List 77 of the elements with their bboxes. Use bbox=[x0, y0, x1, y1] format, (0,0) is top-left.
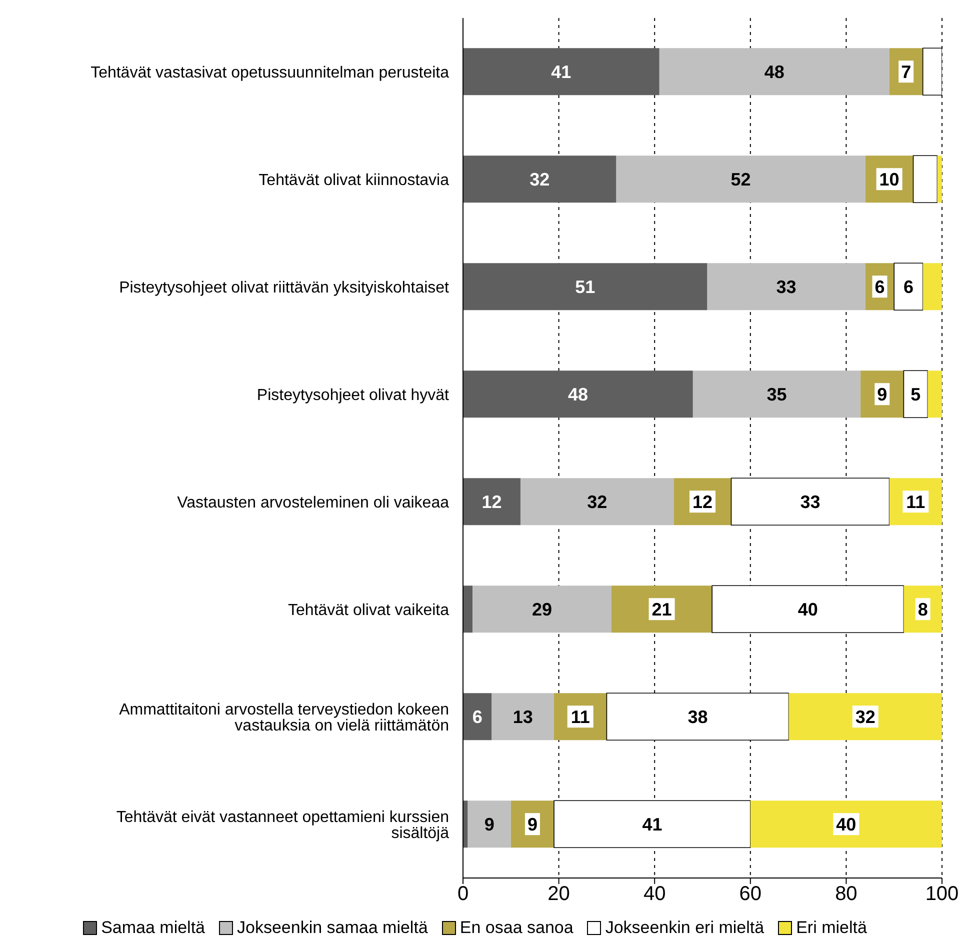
bar bbox=[928, 370, 942, 418]
y-tick-label: Tehtävät vastasivat opetussuunnitelman perusteita bbox=[90, 64, 450, 82]
y-tick-label: Pisteytysohjeet olivat riittävän yksityiskohtaiset bbox=[119, 279, 450, 296]
data-label: 7 bbox=[901, 62, 912, 82]
data-label: 40 bbox=[798, 599, 818, 620]
bar bbox=[520, 478, 674, 526]
bar bbox=[463, 156, 616, 203]
data-label: 48 bbox=[568, 384, 588, 404]
data-label: 6 bbox=[874, 276, 885, 297]
data-label: 5 bbox=[910, 384, 921, 404]
bar bbox=[616, 156, 866, 203]
data-label: 32 bbox=[530, 169, 550, 190]
data-label: 38 bbox=[688, 706, 708, 727]
bar bbox=[788, 693, 942, 740]
bar bbox=[894, 262, 924, 310]
data-label: 6 bbox=[472, 706, 482, 727]
x-tick-label: 40 bbox=[643, 883, 666, 906]
data-label: 9 bbox=[527, 814, 538, 834]
data-label: 40 bbox=[836, 814, 856, 834]
bar bbox=[937, 156, 942, 203]
bar bbox=[692, 370, 861, 418]
data-label: 9 bbox=[484, 814, 494, 834]
bar bbox=[463, 800, 468, 848]
data-label: 41 bbox=[551, 62, 572, 82]
bar bbox=[659, 48, 890, 96]
data-label: 33 bbox=[800, 492, 820, 512]
x-tick-label: 60 bbox=[739, 883, 762, 906]
bar bbox=[912, 155, 938, 203]
bar bbox=[463, 586, 473, 633]
legend-label: Eri mieltä bbox=[795, 918, 867, 938]
data-label: 52 bbox=[730, 169, 751, 190]
bar bbox=[472, 586, 612, 633]
data-label: 10 bbox=[879, 169, 900, 190]
data-label: 32 bbox=[587, 492, 608, 512]
bar bbox=[463, 48, 660, 96]
bar bbox=[750, 800, 942, 848]
bar bbox=[554, 800, 751, 848]
y-tick-label: Tehtävät eivät vastanneet opettamieni kurssien sisältöjä bbox=[116, 808, 450, 842]
data-label: 8 bbox=[918, 599, 928, 620]
data-label: 35 bbox=[766, 384, 787, 404]
x-tick-label: 0 bbox=[457, 883, 469, 906]
bar bbox=[463, 693, 492, 740]
bar bbox=[611, 586, 712, 633]
data-label: 41 bbox=[642, 814, 662, 834]
data-label: 29 bbox=[532, 599, 552, 620]
y-tick-label: Tehtävät olivat kiinnostavia bbox=[258, 172, 450, 189]
bar bbox=[463, 478, 520, 526]
data-label: 12 bbox=[482, 492, 502, 512]
bar bbox=[468, 800, 511, 848]
bar bbox=[463, 263, 708, 310]
x-tick-label: 80 bbox=[835, 883, 858, 906]
data-label: 6 bbox=[903, 276, 914, 297]
legend-label: En osaa sanoa bbox=[458, 918, 574, 938]
data-label: 11 bbox=[570, 706, 590, 727]
y-tick-label: Vastausten arvosteleminen oli vaikeaa bbox=[177, 494, 450, 512]
x-tick-label: 20 bbox=[548, 883, 570, 906]
data-label: 48 bbox=[764, 62, 784, 82]
bar bbox=[707, 263, 866, 310]
bar bbox=[903, 370, 928, 418]
bar bbox=[922, 263, 942, 310]
data-label: 51 bbox=[575, 276, 596, 297]
y-tick-label: Ammattitaitoni arvostella terveystiedon kokeen vastauksia on vielä riittämätön bbox=[119, 701, 449, 734]
y-tick-label: Tehtävät olivat vaikeita bbox=[288, 602, 450, 619]
legend-label: Samaa mieltä bbox=[100, 918, 206, 938]
data-label: 33 bbox=[776, 276, 796, 297]
data-label: 32 bbox=[855, 706, 876, 727]
data-label: 13 bbox=[512, 706, 533, 727]
data-label: 12 bbox=[692, 492, 713, 512]
data-label: 11 bbox=[906, 492, 926, 512]
bar bbox=[492, 693, 554, 740]
bar bbox=[463, 370, 693, 418]
data-label: 9 bbox=[877, 384, 888, 404]
legend-label: Jokseenkin eri mieltä bbox=[604, 918, 764, 938]
y-tick-label: Pisteytysohjeet olivat hyvät bbox=[256, 386, 450, 404]
legend-label: Jokseenkin samaa mieltä bbox=[236, 918, 428, 938]
x-tick-label: 100 bbox=[925, 883, 959, 906]
data-label: 21 bbox=[652, 599, 672, 620]
